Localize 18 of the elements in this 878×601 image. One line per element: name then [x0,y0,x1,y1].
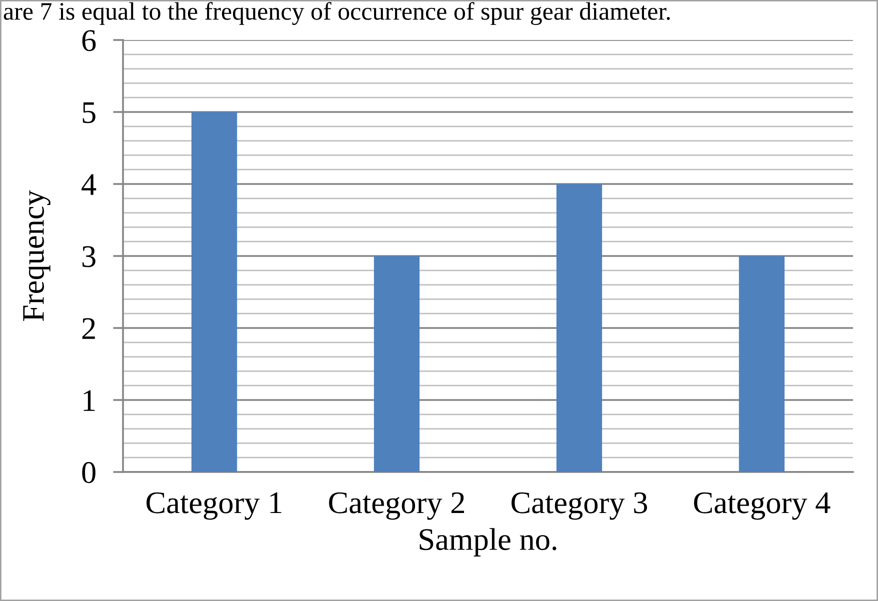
y-axis-title: Frequency [23,190,50,322]
y-tick-label: 4 [82,174,96,195]
bar [556,184,602,472]
x-tick-label: Category 4 [694,492,830,520]
y-tick-label: 5 [82,102,96,124]
y-tick-label: 0 [82,462,96,484]
bar [191,112,238,472]
y-tick-label: 2 [82,318,95,339]
bar [374,256,420,472]
text: are 7 is equal to the frequency of occurrence of spur gear diameter. [4,2,670,25]
x-axis-title: Sample no. [420,528,556,556]
x-tick-label: Category 2 [329,492,464,520]
y-tick-label: 3 [82,246,96,268]
x-tick-label: Category 1 [146,492,282,520]
y-tick-label: 1 [84,390,95,411]
y-tick-label: 6 [82,30,96,52]
bar [738,256,785,472]
x-tick-label: Category 3 [512,492,648,520]
